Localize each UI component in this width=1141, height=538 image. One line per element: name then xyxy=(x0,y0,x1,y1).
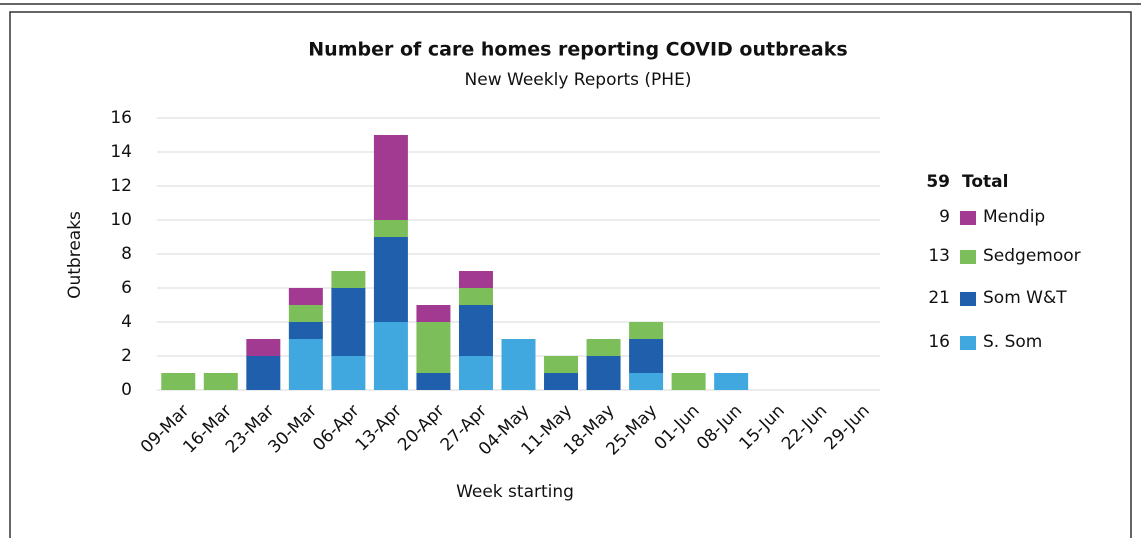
bar-segment xyxy=(246,339,281,356)
bar-segment xyxy=(501,339,536,390)
chart-subtitle: New Weekly Reports (PHE) xyxy=(465,70,692,90)
bar-segment xyxy=(416,322,451,373)
legend-swatch xyxy=(960,250,976,264)
bar-segment xyxy=(586,339,621,356)
y-tick-label: 0 xyxy=(121,380,132,400)
legend-label: S. Som xyxy=(983,332,1042,352)
bar-segment xyxy=(629,322,664,339)
x-tick-label: 01-Jun xyxy=(650,401,703,454)
x-axis-label: Week starting xyxy=(456,482,574,502)
legend-swatch xyxy=(960,292,976,306)
bar-segment xyxy=(203,373,238,390)
bar-segment xyxy=(331,271,366,288)
bar-segment xyxy=(288,339,323,390)
legend-label: Som W&T xyxy=(983,288,1067,308)
x-tick-label: 13-Apr xyxy=(352,401,406,455)
legend-total-value: 59 xyxy=(926,172,950,192)
y-axis-label: Outbreaks xyxy=(65,211,85,299)
bar-segment xyxy=(629,373,664,390)
bar-segment xyxy=(458,288,493,305)
bar-segment xyxy=(331,288,366,356)
legend-count: 9 xyxy=(939,207,950,227)
bar-segment xyxy=(288,322,323,339)
bar-segment xyxy=(288,305,323,322)
legend-label: Sedgemoor xyxy=(983,246,1081,266)
bar-segment xyxy=(458,305,493,356)
legend-label: Mendip xyxy=(983,207,1045,227)
y-tick-label: 2 xyxy=(121,346,132,366)
bar-segment xyxy=(586,356,621,390)
x-tick-label: 22-Jun xyxy=(778,401,831,454)
bar-segment xyxy=(288,288,323,305)
legend-swatch xyxy=(960,336,976,350)
y-tick-label: 12 xyxy=(110,176,132,196)
legend-total-label: Total xyxy=(962,172,1008,192)
legend-swatch xyxy=(960,211,976,225)
bar-segment xyxy=(416,373,451,390)
frame xyxy=(9,11,1132,538)
bar-segment xyxy=(629,339,664,373)
bar-segment xyxy=(458,356,493,390)
bar-segment xyxy=(373,322,408,390)
y-tick-label: 16 xyxy=(110,108,132,128)
bar-segment xyxy=(458,271,493,288)
bar-segment xyxy=(544,373,579,390)
legend-count: 21 xyxy=(928,288,950,308)
bar-segment xyxy=(373,220,408,237)
chart-title: Number of care homes reporting COVID out… xyxy=(308,39,847,61)
x-tick-label: 30-Mar xyxy=(264,401,320,457)
x-tick-label: 08-Jun xyxy=(693,401,746,454)
bar-segment xyxy=(373,135,408,220)
bar-segment xyxy=(331,356,366,390)
x-tick-label: 29-Jun xyxy=(821,401,874,454)
bar-segment xyxy=(246,356,281,390)
y-tick-label: 10 xyxy=(110,210,132,230)
x-tick-label: 06-Apr xyxy=(309,401,363,455)
bar-segment xyxy=(373,237,408,322)
bar-segment xyxy=(671,373,706,390)
x-tick-label: 15-Jun xyxy=(736,401,789,454)
legend-count: 16 xyxy=(928,332,950,352)
y-tick-label: 14 xyxy=(110,142,132,162)
bar-segment xyxy=(161,373,196,390)
bar-segment xyxy=(416,305,451,322)
x-tick-label: 20-Apr xyxy=(394,401,448,455)
y-tick-label: 6 xyxy=(121,278,132,298)
bar-segment xyxy=(714,373,749,390)
y-tick-label: 8 xyxy=(121,244,132,264)
bar-segment xyxy=(544,356,579,373)
legend-count: 13 xyxy=(928,246,950,266)
y-tick-label: 4 xyxy=(121,312,132,332)
